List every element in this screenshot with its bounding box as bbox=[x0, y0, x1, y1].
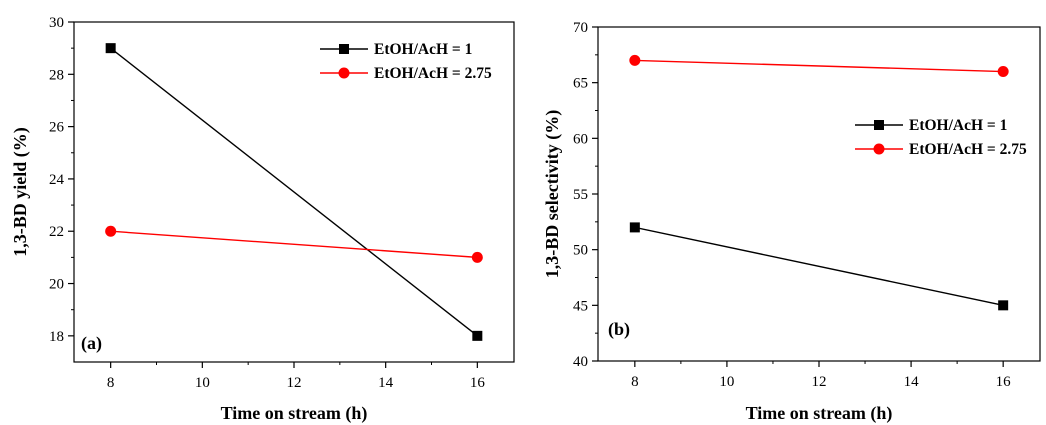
data-point-circle bbox=[997, 66, 1009, 78]
y-tick-label: 70 bbox=[573, 20, 588, 36]
data-point-square bbox=[629, 222, 640, 233]
panel-label: (a) bbox=[81, 333, 102, 354]
x-tick-label: 14 bbox=[904, 374, 920, 390]
x-tick-label: 10 bbox=[195, 375, 210, 391]
x-axis-title: Time on stream (h) bbox=[221, 403, 368, 424]
y-tick-label: 26 bbox=[49, 120, 65, 136]
legend-marker-square bbox=[874, 120, 884, 130]
legend-marker-square bbox=[339, 44, 349, 54]
x-tick-label: 14 bbox=[378, 375, 394, 391]
panel-label: (b) bbox=[608, 319, 630, 340]
y-tick-label: 50 bbox=[573, 243, 588, 259]
y-tick-label: 22 bbox=[49, 224, 64, 240]
x-tick-label: 10 bbox=[719, 374, 734, 390]
x-tick-label: 16 bbox=[996, 374, 1012, 390]
data-point-square bbox=[472, 330, 483, 341]
y-tick-label: 20 bbox=[49, 277, 64, 293]
y-axis-title: 1,3-BD selectivity (%) bbox=[542, 110, 563, 278]
data-point-circle bbox=[629, 54, 641, 66]
series-line-0 bbox=[634, 226, 1004, 307]
x-tick-label: 16 bbox=[470, 375, 486, 391]
legend-label: EtOH/AcH = 2.75 bbox=[374, 65, 492, 82]
y-tick-label: 60 bbox=[573, 131, 588, 147]
series-line-1 bbox=[634, 59, 1004, 73]
x-axis-title: Time on stream (h) bbox=[746, 403, 893, 424]
legend-label: EtOH/AcH = 1 bbox=[374, 41, 472, 58]
chart-panel-a: 8 10 12 14 16 18 20 22 24 26 28 30 Time on stream (h… bbox=[10, 15, 515, 424]
legend-marker-circle bbox=[873, 143, 885, 155]
y-tick-label: 40 bbox=[573, 354, 588, 370]
legend-marker-circle bbox=[338, 67, 350, 79]
y-tick-label: 45 bbox=[573, 298, 588, 314]
y-tick-label: 18 bbox=[49, 329, 64, 345]
series-line-1 bbox=[110, 230, 478, 259]
data-point-circle bbox=[105, 225, 117, 237]
x-tick-label: 8 bbox=[107, 375, 115, 391]
data-point-square bbox=[998, 300, 1009, 311]
y-tick-label: 65 bbox=[573, 76, 588, 92]
series-line-0 bbox=[110, 47, 478, 337]
y-tick-label: 30 bbox=[49, 15, 64, 31]
data-point-circle bbox=[471, 251, 483, 263]
x-tick-label: 8 bbox=[631, 374, 639, 390]
data-point-square bbox=[105, 43, 116, 54]
plot-frame bbox=[597, 26, 1041, 362]
x-tick-label: 12 bbox=[812, 374, 827, 390]
legend-label: EtOH/AcH = 2.75 bbox=[909, 141, 1027, 158]
y-axis-title: 1,3-BD yield (%) bbox=[10, 127, 31, 257]
y-tick-label: 24 bbox=[49, 172, 65, 188]
y-tick-label: 55 bbox=[573, 187, 588, 203]
legend-label: EtOH/AcH = 1 bbox=[909, 117, 1007, 134]
x-tick-label: 12 bbox=[287, 375, 302, 391]
chart-panel-b: 8 10 12 14 16 40 45 50 55 60 65 70 Time on stream (h… bbox=[542, 20, 1041, 424]
y-tick-label: 28 bbox=[49, 67, 64, 83]
